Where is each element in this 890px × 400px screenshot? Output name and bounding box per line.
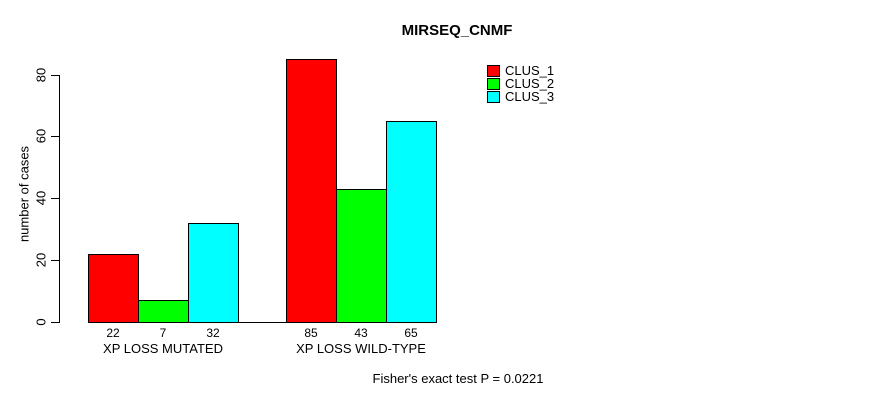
y-tick-label: 80	[33, 67, 49, 82]
bar-value-label: 85	[304, 326, 318, 340]
legend-swatch-clus_3	[487, 91, 500, 103]
bar-clus_3-2	[386, 120, 437, 323]
bar-clus_1-2	[286, 59, 337, 323]
footnote: Fisher's exact test P = 0.0221	[372, 371, 544, 386]
y-tick-label: 0	[33, 318, 49, 326]
bar-value-label: 7	[159, 326, 167, 340]
chart-title: MIRSEQ_CNMF	[401, 22, 513, 39]
x-baseline	[88, 322, 436, 323]
legend-label-clus_2: CLUS_2	[505, 76, 555, 91]
y-tick-mark	[51, 136, 60, 138]
y-tick-mark	[51, 74, 60, 76]
category-label: XP LOSS MUTATED	[103, 341, 223, 356]
bar-clus_2-2	[336, 188, 387, 323]
y-tick-mark	[51, 322, 60, 323]
y-axis-label: number of cases	[16, 145, 32, 243]
legend-swatch-clus_2	[487, 78, 500, 90]
y-tick-label: 40	[33, 191, 49, 206]
legend-label-clus_3: CLUS_3	[505, 89, 555, 104]
bar-clus_3-1	[188, 223, 239, 323]
category-label: XP LOSS WILD-TYPE	[296, 341, 426, 356]
legend-label-clus_1: CLUS_1	[505, 63, 555, 78]
y-tick-mark	[51, 198, 60, 200]
bar-clus_1-1	[88, 253, 139, 323]
bar-value-label: 32	[206, 326, 220, 340]
bar-value-label: 43	[354, 326, 368, 340]
legend-swatch-clus_1	[487, 65, 500, 77]
bar-clus_2-1	[138, 300, 189, 323]
y-tick-label: 20	[33, 252, 49, 268]
bar-value-label: 22	[106, 326, 120, 340]
bar-value-label: 65	[404, 326, 418, 340]
y-tick-mark	[51, 260, 60, 262]
y-tick-label: 60	[33, 129, 49, 144]
